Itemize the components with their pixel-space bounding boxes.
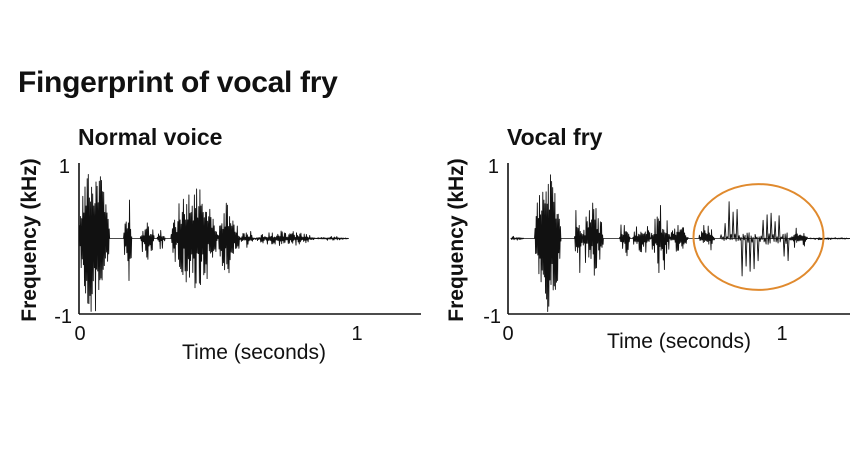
waveform-segment — [632, 226, 652, 253]
panel-title-vocal-fry: Vocal fry — [507, 124, 603, 150]
y-tick-label-bottom: -1 — [54, 306, 72, 328]
waveform-segment — [217, 202, 241, 274]
waveform-segment — [573, 210, 583, 273]
waveform-segment — [719, 201, 790, 277]
waveform-segment — [315, 235, 349, 241]
x-axis-label: Time (seconds) — [182, 341, 326, 364]
x-tick-label-one: 1 — [776, 323, 787, 345]
waveform-segment — [254, 230, 316, 246]
waveform-segment — [698, 224, 716, 251]
waveform-segment — [618, 224, 631, 257]
waveform-segment — [78, 174, 111, 312]
waveform-segment — [239, 230, 255, 248]
waveform-segment — [669, 224, 689, 252]
waveform-segment — [156, 229, 166, 250]
waveform-segment — [123, 199, 133, 281]
y-tick-label-bottom: -1 — [483, 306, 501, 328]
waveform-segment — [170, 188, 219, 289]
waveform-segment — [534, 174, 562, 312]
panel-title-normal-voice: Normal voice — [78, 124, 223, 150]
x-tick-label-zero: 0 — [74, 323, 85, 345]
waveform-segment — [788, 227, 809, 248]
waveform-normal-voice — [78, 174, 349, 312]
vocal-fry-highlight-ellipse — [692, 183, 825, 291]
x-tick-label-zero: 0 — [502, 323, 513, 345]
waveform-segment — [139, 222, 155, 260]
x-tick-label-one: 1 — [351, 323, 362, 345]
waveform-segment — [650, 204, 671, 274]
waveform-vocal-fry — [510, 174, 851, 312]
waveform-segment — [510, 235, 525, 241]
waveform-segment — [807, 237, 851, 241]
y-axis-label: Frequency (kHz) — [18, 158, 41, 321]
waveform-segment — [581, 202, 604, 276]
figure-title: Fingerprint of vocal fry — [18, 66, 338, 99]
x-axis-label: Time (seconds) — [607, 330, 751, 353]
y-tick-label-top: 1 — [488, 156, 499, 178]
y-tick-label-top: 1 — [59, 156, 70, 178]
y-axis-label: Frequency (kHz) — [445, 158, 468, 321]
chart-normal-voice: 1 -1 0 1 Time (seconds) Frequency (kHz) — [18, 156, 421, 364]
